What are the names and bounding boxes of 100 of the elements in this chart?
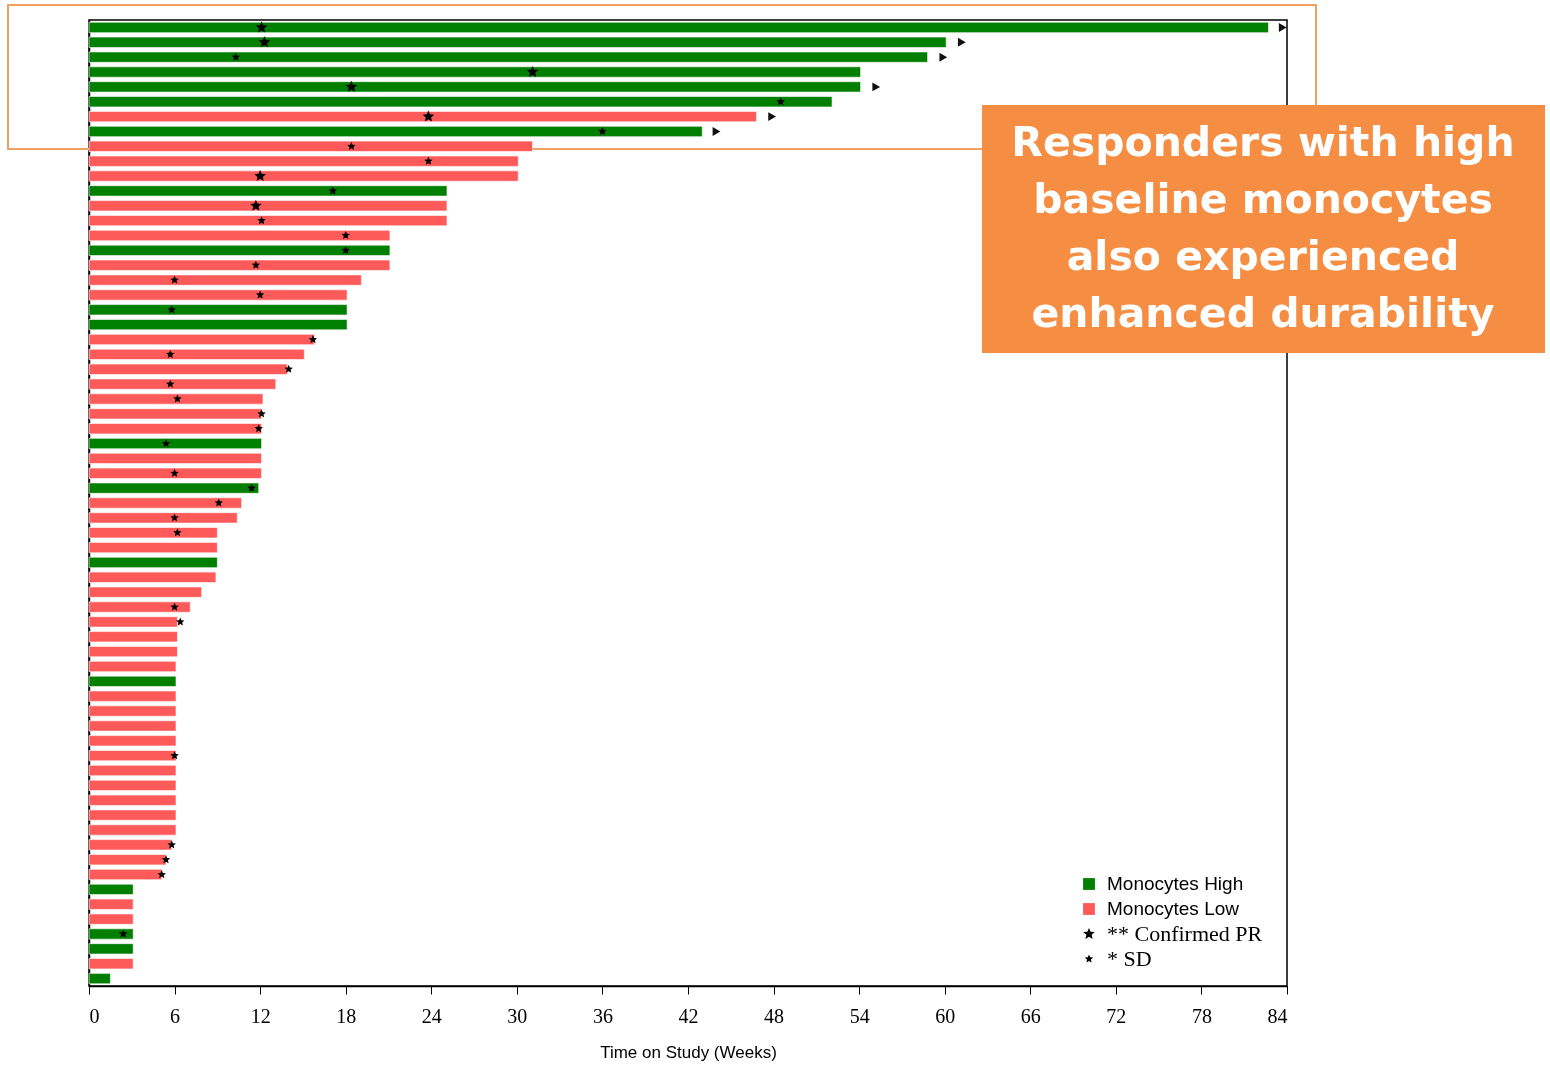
bar [88, 214, 448, 227]
bar [88, 200, 448, 212]
point [872, 82, 881, 92]
point [257, 409, 266, 418]
bar [88, 779, 177, 792]
x-axis-title: Time on Study (Weeks) [600, 1042, 777, 1062]
point [768, 112, 777, 122]
bar [88, 125, 703, 138]
point [161, 439, 171, 448]
bar [88, 809, 177, 821]
point [214, 498, 224, 507]
point [255, 290, 265, 299]
bar [88, 452, 263, 465]
bar [88, 96, 833, 108]
bar [88, 675, 177, 688]
bar [88, 21, 1269, 34]
bar [88, 363, 288, 375]
point [257, 216, 266, 225]
bar [88, 571, 217, 584]
bar [88, 170, 519, 182]
x-tick-label: 42 [678, 1004, 699, 1027]
point [166, 349, 175, 358]
bar [88, 274, 362, 286]
bar [88, 735, 177, 747]
bar [88, 155, 519, 167]
bar [88, 51, 929, 63]
bar [88, 110, 757, 123]
x-tick-label: 78 [1191, 1004, 1212, 1027]
bar [88, 318, 348, 331]
bar [88, 705, 177, 717]
point [170, 751, 179, 760]
bar [88, 482, 260, 494]
point [424, 156, 433, 165]
legend-label: Monocytes Low [1107, 898, 1240, 919]
bar [88, 81, 862, 93]
x-tick-label: 18 [336, 1004, 357, 1027]
bar [88, 853, 167, 866]
point [254, 169, 266, 181]
point [341, 245, 350, 254]
bar [88, 616, 178, 628]
legend-label: Monocytes High [1107, 873, 1244, 894]
bar [88, 928, 134, 940]
bar [88, 229, 391, 242]
annotation: Responders with high baseline monocytes also experienced enhanced durability [1011, 117, 1515, 337]
point [347, 141, 356, 150]
bar [88, 497, 243, 509]
bar [88, 586, 203, 598]
point [250, 199, 262, 211]
bar [88, 690, 177, 702]
x-tick-label: 30 [507, 1004, 528, 1027]
point [526, 65, 539, 77]
bar [88, 794, 177, 806]
point [345, 80, 358, 92]
bar [88, 764, 177, 777]
point [328, 186, 338, 195]
point [167, 305, 176, 314]
bar [88, 304, 348, 316]
bar [88, 541, 218, 554]
x-tick-label: 72 [1106, 1004, 1127, 1027]
point [247, 483, 256, 492]
point [598, 126, 607, 136]
point [254, 424, 263, 433]
point [167, 840, 176, 849]
bar [88, 512, 238, 524]
legend-label: * SD [1107, 946, 1152, 971]
point [1278, 22, 1287, 32]
bar [88, 527, 218, 539]
bar [88, 36, 947, 48]
bar [88, 601, 191, 613]
x-tick-label: 0 [89, 1004, 100, 1027]
point [284, 364, 293, 373]
x-tick-label: 48 [764, 1004, 785, 1027]
point [118, 929, 128, 938]
bar [88, 556, 218, 569]
bar [88, 348, 305, 361]
point [170, 602, 179, 611]
bar [88, 289, 348, 301]
bar [88, 749, 177, 762]
point [161, 855, 171, 864]
bar [88, 140, 534, 153]
legend-label: ** Confirmed PR [1107, 921, 1263, 946]
point [712, 126, 721, 136]
bar [88, 408, 263, 420]
point [341, 231, 350, 240]
point [422, 110, 435, 122]
bar [88, 972, 111, 985]
x-tick-label: 84 [1267, 1004, 1288, 1027]
x-tick-label: 54 [849, 1004, 870, 1027]
bar [88, 66, 862, 78]
bar [88, 898, 134, 910]
point [776, 97, 785, 106]
bar [88, 839, 173, 851]
bar [88, 943, 134, 955]
x-tick-label: 24 [421, 1004, 442, 1027]
point [166, 379, 175, 388]
point [258, 36, 271, 48]
x-tick-label: 6 [170, 1004, 181, 1027]
bar [88, 393, 264, 405]
bar [88, 244, 391, 257]
bar [88, 958, 134, 970]
